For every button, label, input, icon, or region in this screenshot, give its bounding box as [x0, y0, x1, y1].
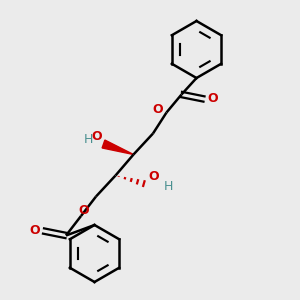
Text: H: H	[164, 179, 173, 193]
Text: O: O	[148, 170, 159, 183]
Polygon shape	[102, 140, 134, 154]
Text: O: O	[92, 130, 102, 142]
Text: O: O	[153, 103, 164, 116]
Text: O: O	[29, 224, 40, 237]
Text: O: O	[207, 92, 217, 106]
Text: O: O	[79, 204, 89, 217]
Text: H: H	[84, 133, 93, 146]
